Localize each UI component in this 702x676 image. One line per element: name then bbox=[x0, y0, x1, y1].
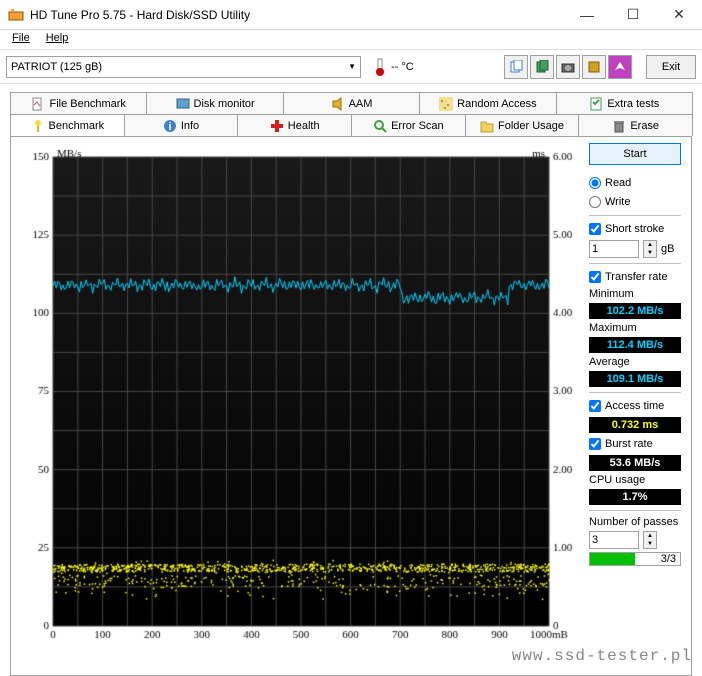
titlebar: HD Tune Pro 5.75 - Hard Disk/SSD Utility… bbox=[0, 0, 702, 30]
temp-value: -- °C bbox=[391, 61, 414, 73]
tab-random-access[interactable]: Random Access bbox=[419, 92, 556, 114]
menu-help[interactable]: Help bbox=[40, 32, 75, 47]
error-scan-icon bbox=[373, 119, 387, 133]
toolbar: PATRIOT (125 gB) ▼ -- °C Exit bbox=[0, 50, 702, 84]
tab-benchmark[interactable]: Benchmark bbox=[10, 114, 125, 136]
tab-disk-monitor[interactable]: Disk monitor bbox=[146, 92, 283, 114]
tab-erase[interactable]: Erase bbox=[578, 114, 693, 136]
extra-tests-icon bbox=[589, 97, 603, 111]
exit-button[interactable]: Exit bbox=[646, 55, 696, 79]
write-radio[interactable]: Write bbox=[589, 194, 681, 210]
menubar: File Help bbox=[0, 30, 702, 50]
access-time-value: 0.732 ms bbox=[589, 417, 681, 433]
watermark: www.ssd-tester.pl bbox=[512, 647, 692, 665]
health-icon bbox=[270, 119, 284, 133]
passes-progress: 3/3 bbox=[589, 552, 681, 566]
tab-info[interactable]: iInfo bbox=[124, 114, 239, 136]
benchmark-icon bbox=[31, 119, 45, 133]
window-title: HD Tune Pro 5.75 - Hard Disk/SSD Utility bbox=[30, 8, 564, 22]
aam-icon bbox=[331, 97, 345, 111]
average-value: 109.1 MB/s bbox=[589, 371, 681, 387]
menu-file[interactable]: File bbox=[6, 32, 36, 47]
disk-monitor-icon bbox=[176, 97, 190, 111]
short-stroke-check[interactable]: Short stroke bbox=[589, 221, 681, 237]
average-label: Average bbox=[589, 356, 681, 368]
passes-label: Number of passes bbox=[589, 516, 681, 528]
random-access-icon bbox=[439, 97, 453, 111]
benchmark-chart bbox=[21, 143, 581, 663]
side-panel: Start Read Write Short stroke ▲▼ gB Tran… bbox=[589, 143, 681, 669]
app-icon bbox=[8, 7, 24, 23]
tab-extra-tests[interactable]: Extra tests bbox=[556, 92, 693, 114]
tabs-row-1: File Benchmark Disk monitor AAM Random A… bbox=[10, 92, 692, 114]
minimum-value: 102.2 MB/s bbox=[589, 303, 681, 319]
cpu-usage-value: 1.7% bbox=[589, 489, 681, 505]
options-button[interactable] bbox=[608, 55, 632, 79]
short-stroke-input[interactable]: ▲▼ gB bbox=[589, 240, 681, 258]
tab-error-scan[interactable]: Error Scan bbox=[351, 114, 466, 136]
transfer-rate-check[interactable]: Transfer rate bbox=[589, 269, 681, 285]
device-select[interactable]: PATRIOT (125 gB) ▼ bbox=[6, 56, 361, 78]
passes-input[interactable]: ▲▼ bbox=[589, 531, 681, 549]
device-name: PATRIOT (125 gB) bbox=[11, 61, 102, 73]
maximize-button[interactable]: ☐ bbox=[610, 0, 656, 30]
screenshot-button[interactable] bbox=[556, 55, 580, 79]
cpu-usage-label: CPU usage bbox=[589, 474, 681, 486]
close-button[interactable]: ✕ bbox=[656, 0, 702, 30]
minimum-label: Minimum bbox=[589, 288, 681, 300]
access-time-check[interactable]: Access time bbox=[589, 398, 681, 414]
svg-text:i: i bbox=[168, 121, 171, 133]
maximum-value: 112.4 MB/s bbox=[589, 337, 681, 353]
maximum-label: Maximum bbox=[589, 322, 681, 334]
tab-folder-usage[interactable]: Folder Usage bbox=[465, 114, 580, 136]
burst-rate-check[interactable]: Burst rate bbox=[589, 436, 681, 452]
copy-screenshot-button[interactable] bbox=[530, 55, 554, 79]
temperature: -- °C bbox=[373, 58, 414, 76]
read-radio[interactable]: Read bbox=[589, 175, 681, 191]
content: Start Read Write Short stroke ▲▼ gB Tran… bbox=[10, 136, 692, 676]
toolbar-buttons bbox=[504, 55, 632, 79]
copy-info-button[interactable] bbox=[504, 55, 528, 79]
tabs-row-2: Benchmark iInfo Health Error Scan Folder… bbox=[10, 114, 692, 136]
tab-file-benchmark[interactable]: File Benchmark bbox=[10, 92, 147, 114]
tab-aam[interactable]: AAM bbox=[283, 92, 420, 114]
minimize-button[interactable]: — bbox=[564, 0, 610, 30]
thermometer-icon bbox=[373, 58, 387, 76]
folder-icon bbox=[480, 119, 494, 133]
chevron-down-icon: ▼ bbox=[348, 62, 356, 71]
start-button[interactable]: Start bbox=[589, 143, 681, 165]
file-benchmark-icon bbox=[31, 97, 45, 111]
erase-icon bbox=[612, 119, 626, 133]
burst-rate-value: 53.6 MB/s bbox=[589, 455, 681, 471]
info-icon: i bbox=[163, 119, 177, 133]
save-button[interactable] bbox=[582, 55, 606, 79]
tab-health[interactable]: Health bbox=[237, 114, 352, 136]
